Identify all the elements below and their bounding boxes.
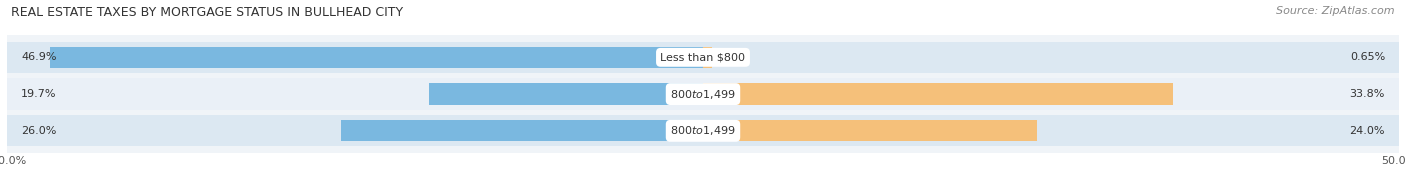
Bar [703, 83, 1174, 105]
Bar [7, 42, 1399, 73]
Bar [7, 115, 1399, 146]
Bar [429, 83, 703, 105]
Text: $800 to $1,499: $800 to $1,499 [671, 88, 735, 101]
Text: Less than $800: Less than $800 [661, 52, 745, 62]
Text: REAL ESTATE TAXES BY MORTGAGE STATUS IN BULLHEAD CITY: REAL ESTATE TAXES BY MORTGAGE STATUS IN … [11, 6, 404, 19]
Text: $800 to $1,499: $800 to $1,499 [671, 124, 735, 137]
Bar [703, 47, 711, 68]
Bar [703, 120, 1038, 142]
Text: 33.8%: 33.8% [1350, 89, 1385, 99]
Text: 24.0%: 24.0% [1350, 126, 1385, 136]
Text: 19.7%: 19.7% [21, 89, 56, 99]
Bar [7, 78, 1399, 110]
Bar [51, 47, 703, 68]
Bar [342, 120, 703, 142]
Text: 46.9%: 46.9% [21, 52, 56, 62]
Text: Source: ZipAtlas.com: Source: ZipAtlas.com [1277, 6, 1395, 16]
Text: 0.65%: 0.65% [1350, 52, 1385, 62]
Text: 26.0%: 26.0% [21, 126, 56, 136]
